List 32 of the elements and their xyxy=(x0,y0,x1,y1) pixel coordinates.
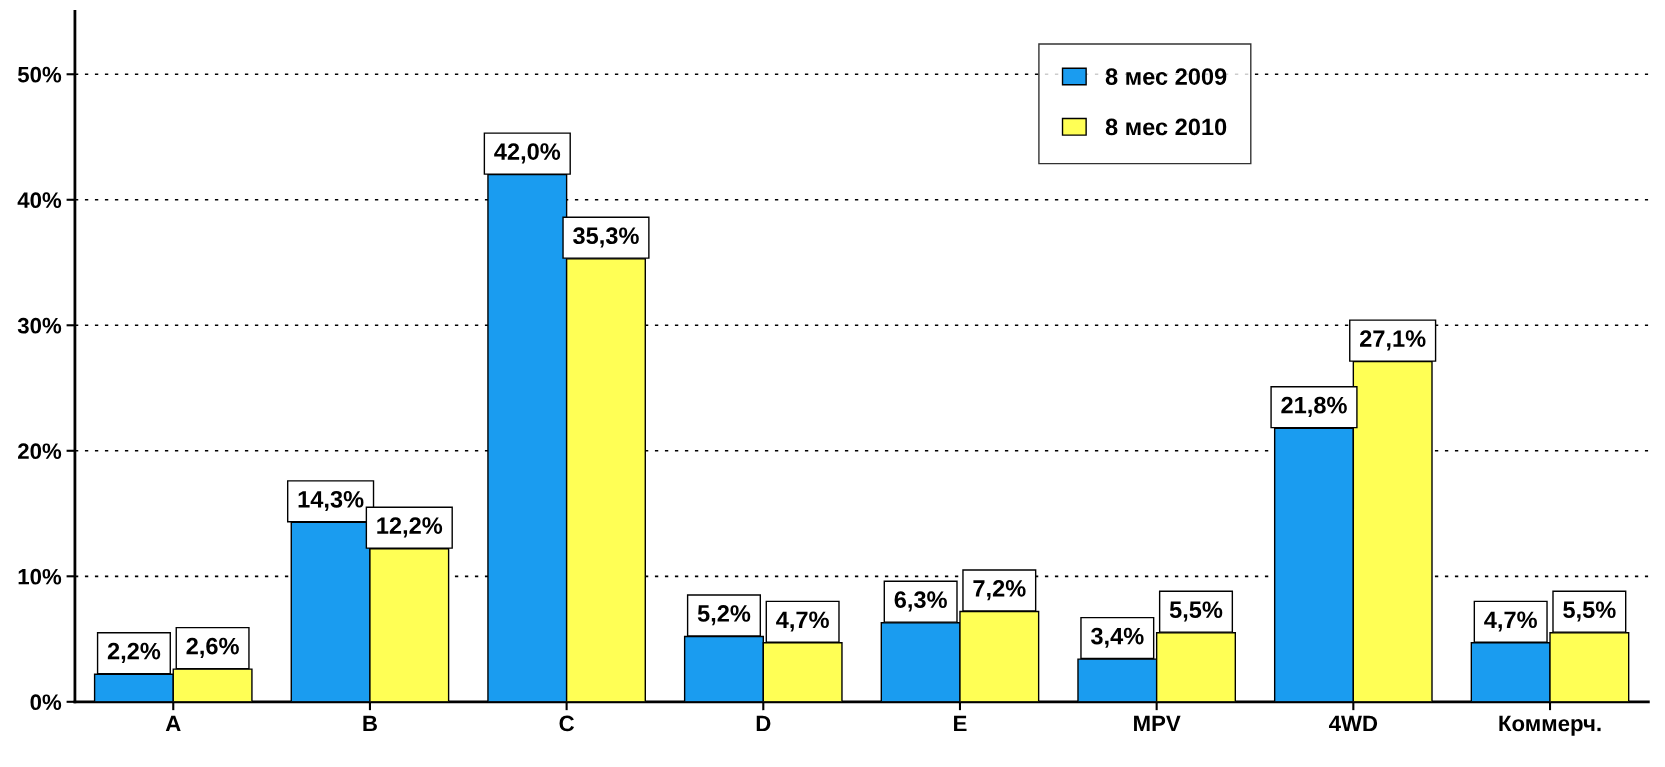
data-label: 4,7% xyxy=(776,611,829,632)
x-tick-label: E xyxy=(954,715,967,732)
data-label: 35,3% xyxy=(573,227,639,248)
x-tick-label: 4WD xyxy=(1328,715,1378,732)
data-label: 12,2% xyxy=(377,517,443,538)
data-label: 2,6% xyxy=(186,637,239,658)
x-tick-label: Коммерч. xyxy=(1499,715,1601,736)
y-tick-label: 40% xyxy=(17,192,62,209)
data-label: 21,8% xyxy=(1281,396,1347,417)
data-label: 5,2% xyxy=(697,605,751,626)
y-tick-label: 30% xyxy=(17,317,62,334)
y-tick-label: 10% xyxy=(18,568,62,585)
x-tick-label: D xyxy=(756,715,771,732)
legend-label: 8 мес 2010 xyxy=(1105,118,1227,136)
data-label: 7,2% xyxy=(973,580,1026,601)
data-label: 42,0% xyxy=(494,143,561,164)
y-tick-label: 50% xyxy=(17,66,62,83)
legend-label: 8 мес 2009 xyxy=(1105,68,1227,85)
x-tick-label: C xyxy=(559,715,575,732)
data-label: 2,2% xyxy=(107,642,161,663)
data-label: 27,1% xyxy=(1360,330,1426,351)
data-label: 4,7% xyxy=(1484,611,1537,632)
data-label: 6,3% xyxy=(894,591,947,612)
data-label: 5,5% xyxy=(1169,601,1223,622)
x-tick-label: MPV xyxy=(1134,715,1181,732)
y-tick-label: 20% xyxy=(18,443,62,460)
y-tick-label: 0% xyxy=(30,694,62,711)
data-label: 5,5% xyxy=(1563,601,1616,622)
data-label: 3,4% xyxy=(1090,627,1144,648)
x-tick-label: B xyxy=(363,715,377,732)
data-label: 14,3% xyxy=(298,490,364,512)
x-tick-label: A xyxy=(165,715,181,732)
